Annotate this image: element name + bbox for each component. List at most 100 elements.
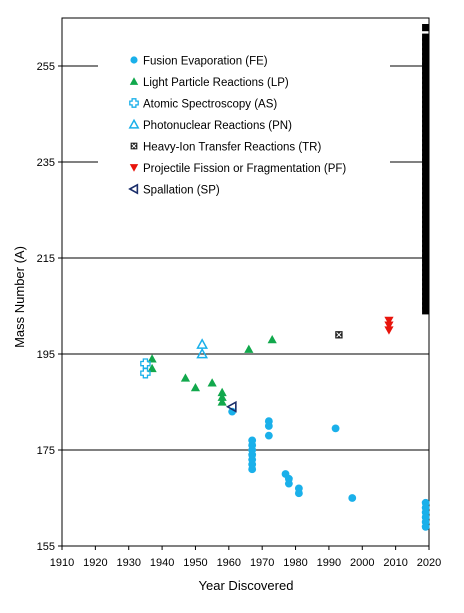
data-point xyxy=(130,56,138,64)
data-point xyxy=(422,129,430,137)
data-point xyxy=(422,172,430,180)
legend-item: Heavy-Ion Transfer Reactions (TR) xyxy=(130,142,321,154)
data-point xyxy=(422,278,430,286)
data-point xyxy=(422,273,430,281)
legend-label: Projectile Fission or Fragmentation (PF) xyxy=(143,163,346,175)
data-point xyxy=(422,43,430,51)
series-7 xyxy=(422,24,430,315)
data-point xyxy=(422,139,430,147)
data-point xyxy=(422,153,430,161)
data-point xyxy=(422,230,430,238)
data-point xyxy=(422,249,430,257)
data-point xyxy=(422,244,430,252)
x-tick-label: 1970 xyxy=(250,557,274,569)
data-point xyxy=(248,465,257,474)
data-point xyxy=(422,168,430,176)
data-point xyxy=(422,163,430,171)
data-point xyxy=(217,387,227,397)
x-tick-label: 1920 xyxy=(83,557,107,569)
data-point xyxy=(128,118,140,129)
data-point xyxy=(140,367,151,379)
data-point xyxy=(422,302,430,310)
data-point xyxy=(422,24,430,32)
x-tick-label: 1990 xyxy=(317,557,341,569)
legend-item: Atomic Spectroscopy (AS) xyxy=(129,98,277,111)
legend-label: Spallation (SP) xyxy=(143,185,220,197)
legend-box xyxy=(98,46,390,205)
y-tick-label: 155 xyxy=(37,541,55,553)
data-point xyxy=(422,148,430,156)
data-point xyxy=(217,397,227,406)
legend-item: Photonuclear Reactions (PN) xyxy=(128,118,292,132)
data-point xyxy=(422,225,430,233)
data-point xyxy=(422,192,430,200)
y-tick-label: 195 xyxy=(37,349,55,361)
legend: Fusion Evaporation (FE) Light Particle Re… xyxy=(128,56,346,197)
legend-label: Fusion Evaporation (FE) xyxy=(143,56,268,68)
data-point xyxy=(129,164,139,172)
data-point xyxy=(225,400,237,413)
data-point xyxy=(147,363,157,373)
legend-item: Spallation (SP) xyxy=(128,183,220,197)
legend-background xyxy=(98,46,390,205)
data-point xyxy=(422,158,430,166)
data-point xyxy=(422,76,430,84)
data-point xyxy=(422,115,430,123)
data-point xyxy=(422,38,430,46)
series-5 xyxy=(384,316,394,335)
data-point xyxy=(422,307,430,315)
data-point xyxy=(422,211,430,219)
data-point xyxy=(422,105,430,113)
data-point xyxy=(422,196,430,204)
y-axis-ticks: 155 175 195 215 235 255 xyxy=(37,61,62,553)
x-tick-label: 1950 xyxy=(183,557,207,569)
legend-label: Atomic Spectroscopy (AS) xyxy=(143,99,277,111)
x-tick-label: 1930 xyxy=(116,557,140,569)
data-point xyxy=(422,182,430,190)
legend-item: Projectile Fission or Fragmentation (PF) xyxy=(129,163,346,175)
data-point xyxy=(422,81,430,89)
y-tick-label: 255 xyxy=(37,61,55,73)
x-tick-label: 2020 xyxy=(417,557,441,569)
data-point xyxy=(422,72,430,80)
data-point xyxy=(422,240,430,248)
legend-label: Photonuclear Reactions (PN) xyxy=(143,120,292,132)
data-point xyxy=(335,331,343,339)
data-point xyxy=(180,373,191,382)
data-point xyxy=(422,177,430,185)
data-point xyxy=(422,292,430,300)
data-point xyxy=(244,344,254,353)
data-point xyxy=(207,378,217,387)
data-point xyxy=(422,201,430,209)
data-point xyxy=(422,134,430,142)
y-tick-label: 215 xyxy=(37,253,55,265)
x-tick-label: 1940 xyxy=(150,557,174,569)
data-point xyxy=(384,316,394,325)
data-point xyxy=(422,62,430,70)
data-point xyxy=(422,254,430,262)
x-tick-label: 1960 xyxy=(217,557,241,569)
y-tick-label: 175 xyxy=(37,445,55,457)
data-point xyxy=(264,422,273,430)
data-point xyxy=(422,52,430,60)
data-point xyxy=(422,235,430,243)
data-point xyxy=(190,383,201,392)
data-point xyxy=(129,98,139,108)
data-point xyxy=(128,183,139,195)
series-1 xyxy=(147,335,277,406)
legend-label: Light Particle Reactions (LP) xyxy=(143,77,289,89)
data-point xyxy=(422,67,430,75)
data-point xyxy=(196,347,209,359)
data-point xyxy=(267,335,277,344)
data-point xyxy=(331,424,340,433)
data-point xyxy=(422,124,430,132)
x-tick-label: 1980 xyxy=(283,557,307,569)
data-point xyxy=(422,91,430,99)
data-point xyxy=(422,100,430,108)
series-2 xyxy=(140,358,151,379)
data-points xyxy=(140,24,430,531)
series-6 xyxy=(225,400,237,413)
data-point xyxy=(422,283,430,291)
data-point xyxy=(422,187,430,195)
